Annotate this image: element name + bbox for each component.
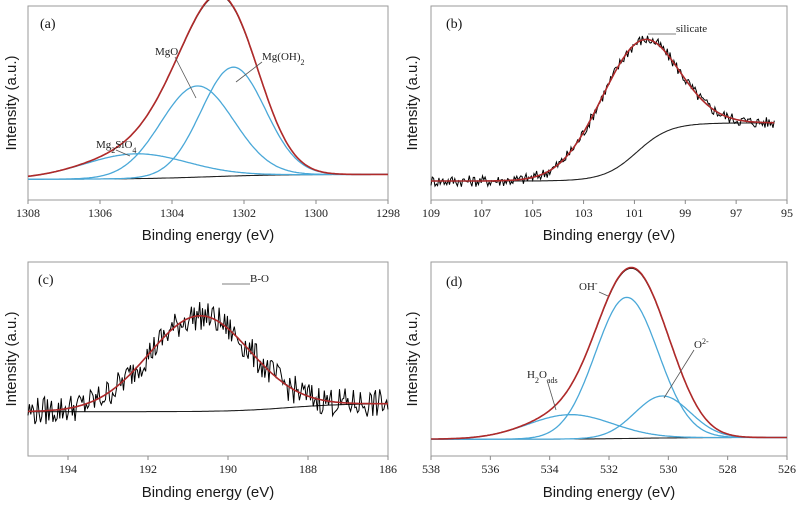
component-peak-1 xyxy=(28,85,388,180)
annotation-leader xyxy=(174,56,197,99)
panel-d-label: (d) xyxy=(446,275,463,290)
peak-annotation: O2- xyxy=(694,337,709,352)
panel-d-frame xyxy=(430,261,788,457)
panel-a-xlabel: Binding energy (eV) xyxy=(142,227,275,244)
x-tick-label: 107 xyxy=(473,206,491,220)
component-peak-1 xyxy=(431,296,787,440)
panel-a: (a) Intensity (a.u.) Binding energy (eV)… xyxy=(3,0,400,244)
component-peak-0 xyxy=(27,315,388,413)
panel-b: (b) Intensity (a.u.) Binding energy (eV)… xyxy=(404,5,793,244)
annotation-leader xyxy=(598,291,609,297)
x-tick-label: 526 xyxy=(778,462,796,476)
component-peak-0 xyxy=(431,38,775,182)
x-tick-label: 103 xyxy=(575,206,593,220)
fitted-envelope xyxy=(27,0,388,178)
x-tick-label: 528 xyxy=(719,462,737,476)
peak-annotation: silicate xyxy=(676,23,707,35)
panel-c-ylabel: Intensity (a.u.) xyxy=(3,311,20,406)
x-tick-label: 194 xyxy=(59,462,77,476)
x-tick-label: 534 xyxy=(541,462,559,476)
x-tick-label: 1304 xyxy=(160,206,184,220)
panel-c: (c) Intensity (a.u.) Binding energy (eV)… xyxy=(3,261,397,501)
x-tick-label: 105 xyxy=(524,206,542,220)
panel-d-ylabel: Intensity (a.u.) xyxy=(404,311,421,406)
x-tick-label: 530 xyxy=(659,462,677,476)
x-tick-label: 188 xyxy=(299,462,317,476)
x-tick-label: 1298 xyxy=(376,206,400,220)
fitted-envelope xyxy=(27,315,388,413)
x-tick-label: 95 xyxy=(781,206,793,220)
panel-a-label: (a) xyxy=(40,17,56,32)
background-line xyxy=(431,122,775,182)
panel-b-xlabel: Binding energy (eV) xyxy=(543,227,676,244)
peak-annotation: B-O xyxy=(250,273,269,285)
raw-spectrum xyxy=(430,35,775,188)
fitted-envelope xyxy=(431,266,787,440)
x-tick-label: 99 xyxy=(679,206,691,220)
component-peak-2 xyxy=(28,66,388,180)
peak-annotation: MgO xyxy=(155,46,178,58)
panel-c-xlabel: Binding energy (eV) xyxy=(142,484,275,501)
panel-b-frame xyxy=(430,5,788,201)
x-tick-label: 101 xyxy=(625,206,643,220)
x-tick-label: 190 xyxy=(219,462,237,476)
peak-annotation: OH- xyxy=(579,279,598,294)
panel-d: (d) Intensity (a.u.) Binding energy (eV)… xyxy=(404,261,796,501)
x-tick-label: 536 xyxy=(481,462,499,476)
x-tick-label: 1302 xyxy=(232,206,256,220)
x-tick-label: 109 xyxy=(422,206,440,220)
panel-c-label: (c) xyxy=(38,273,54,288)
component-peak-2 xyxy=(431,395,787,440)
panel-a-ylabel: Intensity (a.u.) xyxy=(3,55,20,150)
peak-annotation: Mg(OH)2 xyxy=(262,51,305,67)
x-tick-label: 1306 xyxy=(88,206,112,220)
panel-a-frame xyxy=(27,5,389,201)
annotation-leader xyxy=(663,349,695,399)
x-tick-label: 1300 xyxy=(304,206,328,220)
x-tick-label: 192 xyxy=(139,462,157,476)
annotation-leader xyxy=(546,379,557,411)
panel-c-frame xyxy=(27,261,389,457)
x-tick-label: 186 xyxy=(379,462,397,476)
peak-annotation: H2Oads xyxy=(527,369,558,385)
annotation-leader xyxy=(115,149,131,157)
fitted-envelope xyxy=(431,38,775,182)
x-tick-label: 532 xyxy=(600,462,618,476)
panel-d-xlabel: Binding energy (eV) xyxy=(543,484,676,501)
peak-annotation: Mg2SiO4 xyxy=(96,139,136,155)
panel-b-ylabel: Intensity (a.u.) xyxy=(404,55,421,150)
x-tick-label: 1308 xyxy=(16,206,40,220)
raw-spectrum xyxy=(27,0,388,177)
x-tick-label: 538 xyxy=(422,462,440,476)
x-tick-label: 97 xyxy=(730,206,742,220)
annotation-leader xyxy=(235,61,263,83)
panel-b-label: (b) xyxy=(446,17,463,32)
